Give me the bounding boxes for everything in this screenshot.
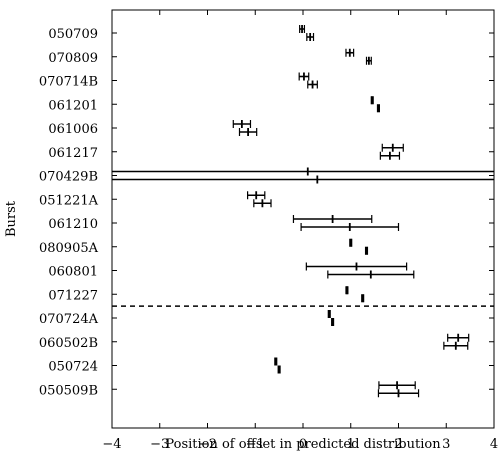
burst-label: 070809 [48, 51, 98, 66]
error-bar [345, 48, 355, 57]
x-tick-label: −2 [198, 437, 217, 452]
x-tick-label: −4 [102, 437, 121, 452]
burst-label: 061210 [48, 217, 98, 232]
error-bar [306, 33, 315, 41]
error-bar [378, 381, 416, 390]
error-bar [232, 120, 252, 128]
burst-label: 061217 [48, 146, 98, 161]
y-axis-label: Burst [4, 200, 19, 237]
burst-label: 070429B [39, 170, 98, 185]
error-bar [370, 96, 374, 105]
error-bar [379, 151, 401, 160]
error-bar [345, 286, 349, 295]
error-bar [298, 72, 310, 81]
burst-label: 070724A [39, 312, 99, 327]
x-tick-label: −3 [150, 437, 169, 452]
burst-label: 070714B [39, 75, 98, 90]
burst-label: 050724 [48, 360, 98, 375]
error-bar [292, 215, 373, 223]
burst-label: 051221A [39, 193, 99, 208]
error-bar [274, 357, 278, 366]
x-tick-label: 2 [394, 437, 402, 452]
error-bar [377, 389, 420, 398]
error-bar [307, 80, 318, 89]
x-axis-label: Position of offset in predicted distribu… [165, 437, 441, 452]
x-axis: −4 −3 −2 −1 0 1 2 3 4 [102, 10, 498, 452]
error-bar [364, 246, 369, 255]
data-marks [112, 25, 494, 398]
error-bar [300, 223, 400, 231]
error-bar [447, 333, 470, 342]
x-tick-label: −1 [246, 437, 265, 452]
error-bar [443, 341, 469, 350]
error-bar [331, 318, 335, 326]
error-bar [277, 365, 281, 374]
y-axis: 050709 070809 070714B 061201 061006 061217 070… [39, 27, 494, 398]
x-tick-label: 4 [490, 437, 498, 452]
error-bar [381, 143, 404, 152]
error-bar [365, 56, 372, 65]
error-bar [327, 270, 415, 279]
error-bar [361, 294, 365, 303]
burst-label: 060801 [48, 265, 98, 280]
error-bar [327, 310, 331, 318]
x-tick-label: 0 [299, 437, 307, 452]
error-bar [349, 238, 353, 247]
burst-label: 060502B [39, 336, 98, 351]
x-tick-label: 1 [347, 437, 355, 452]
burst-label: 071227 [48, 288, 98, 303]
burst-label: 061201 [48, 98, 98, 113]
error-bar [376, 104, 380, 113]
error-bar [253, 199, 272, 208]
burst-label: 080905A [39, 241, 99, 256]
error-bar [247, 191, 266, 200]
burst-label: 050709 [48, 27, 98, 42]
error-bar [238, 128, 258, 136]
x-tick-label: 3 [442, 437, 450, 452]
error-bar [112, 175, 494, 184]
error-bar [305, 262, 408, 271]
error-bar [299, 25, 306, 33]
burst-label: 050509B [39, 383, 98, 398]
error-bar [112, 167, 494, 176]
burst-label: 061006 [48, 122, 98, 137]
